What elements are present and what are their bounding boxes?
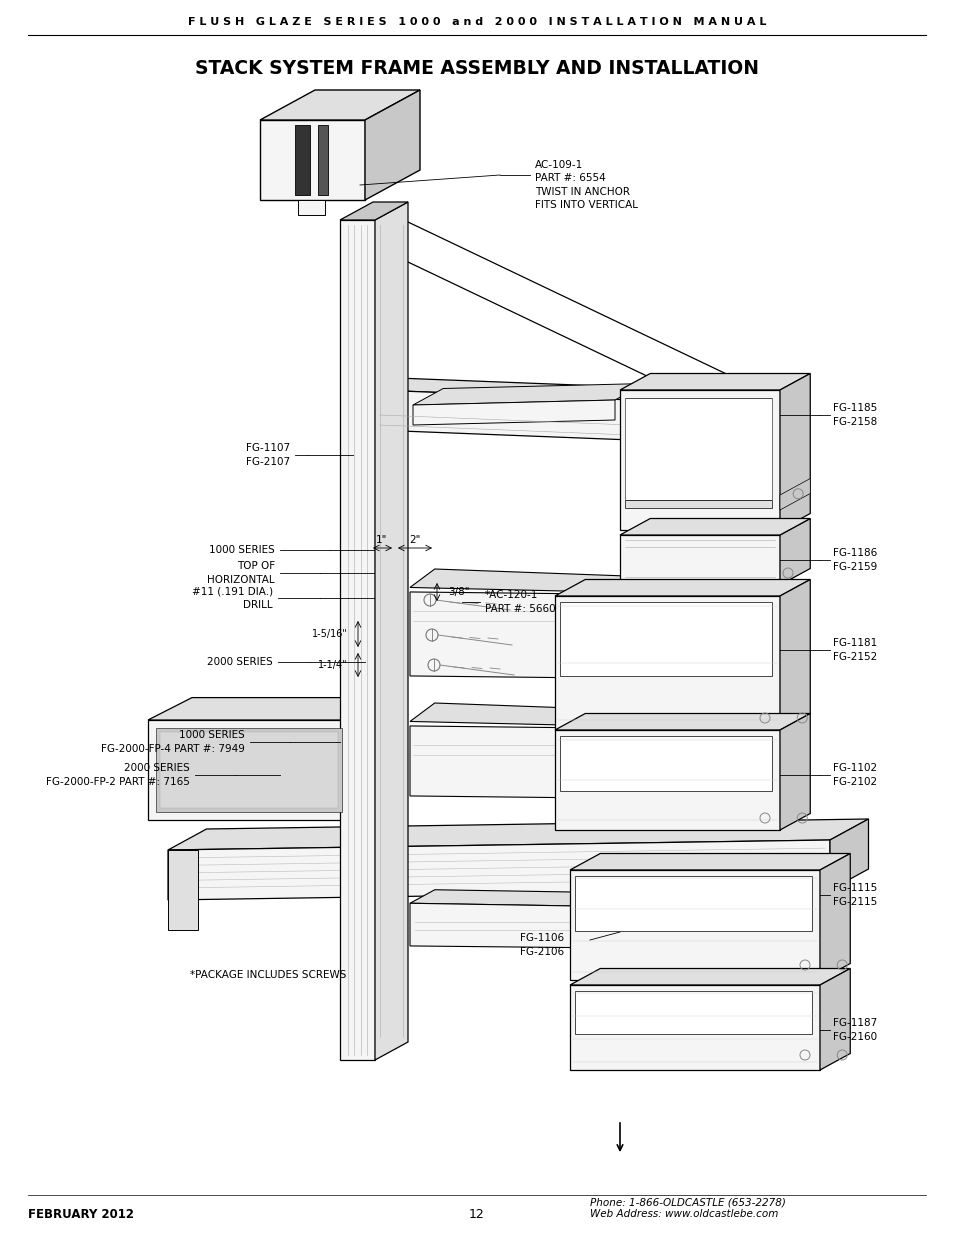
Polygon shape — [555, 714, 809, 730]
Polygon shape — [168, 850, 198, 930]
Polygon shape — [375, 203, 408, 1060]
Text: 1": 1" — [375, 535, 387, 545]
Polygon shape — [569, 853, 849, 869]
Text: 1-5/16": 1-5/16" — [312, 629, 348, 638]
Polygon shape — [780, 478, 809, 510]
Polygon shape — [829, 819, 867, 890]
Text: FG-1106
FG-2106: FG-1106 FG-2106 — [519, 934, 563, 957]
Polygon shape — [569, 968, 849, 986]
Polygon shape — [410, 569, 804, 597]
Text: FG-1107
FG-2107: FG-1107 FG-2107 — [246, 443, 290, 467]
Polygon shape — [780, 714, 809, 830]
Text: FG-1186
FG-2159: FG-1186 FG-2159 — [832, 548, 877, 572]
Text: 2": 2" — [409, 535, 420, 545]
Polygon shape — [410, 726, 780, 800]
Polygon shape — [375, 378, 781, 405]
Polygon shape — [413, 400, 615, 425]
Polygon shape — [156, 727, 341, 811]
Polygon shape — [339, 220, 375, 1060]
Polygon shape — [168, 840, 829, 900]
Polygon shape — [569, 986, 820, 1070]
Polygon shape — [410, 592, 780, 680]
Polygon shape — [350, 698, 394, 820]
Polygon shape — [410, 703, 804, 730]
Polygon shape — [555, 579, 809, 597]
Polygon shape — [160, 732, 337, 808]
Text: 12: 12 — [469, 1209, 484, 1221]
Text: *PACKAGE INCLUDES SCREWS: *PACKAGE INCLUDES SCREWS — [190, 969, 346, 981]
Polygon shape — [820, 968, 849, 1070]
Polygon shape — [260, 90, 419, 120]
Polygon shape — [569, 869, 820, 981]
Text: TOP OF
HORIZONTAL: TOP OF HORIZONTAL — [207, 562, 274, 584]
Polygon shape — [820, 853, 849, 981]
Text: 1000 SERIES
FG-2000-FP-4 PART #: 7949: 1000 SERIES FG-2000-FP-4 PART #: 7949 — [101, 730, 245, 753]
Text: FG-1181
FG-2152: FG-1181 FG-2152 — [832, 638, 877, 662]
Text: FEBRUARY 2012: FEBRUARY 2012 — [28, 1209, 133, 1221]
Polygon shape — [619, 519, 809, 535]
Text: AC-109-1
PART #: 6554
TWIST IN ANCHOR
FITS INTO VERTICAL: AC-109-1 PART #: 6554 TWIST IN ANCHOR FI… — [535, 161, 638, 210]
Text: 2000 SERIES
FG-2000-FP-2 PART #: 7165: 2000 SERIES FG-2000-FP-2 PART #: 7165 — [46, 763, 190, 787]
Polygon shape — [624, 500, 771, 508]
Text: F L U S H   G L A Z E   S E R I E S   1 0 0 0   a n d   2 0 0 0   I N S T A L L : F L U S H G L A Z E S E R I E S 1 0 0 0 … — [188, 17, 765, 27]
Polygon shape — [375, 390, 760, 445]
Polygon shape — [575, 876, 811, 931]
Polygon shape — [575, 990, 811, 1034]
Polygon shape — [559, 601, 771, 676]
Polygon shape — [148, 698, 394, 720]
Text: 3/8": 3/8" — [448, 587, 469, 597]
Text: 1-1/4": 1-1/4" — [318, 659, 348, 671]
Text: *AC-120-1
PART #: 5660: *AC-120-1 PART #: 5660 — [484, 590, 555, 614]
Text: 1000 SERIES: 1000 SERIES — [209, 545, 274, 555]
Text: STACK SYSTEM FRAME ASSEMBLY AND INSTALLATION: STACK SYSTEM FRAME ASSEMBLY AND INSTALLA… — [194, 58, 759, 78]
Polygon shape — [317, 125, 328, 195]
Polygon shape — [365, 90, 419, 200]
Polygon shape — [413, 384, 644, 405]
Text: Phone: 1-866-OLDCASTLE (653-2278)
Web Address: www.oldcastlebe.com: Phone: 1-866-OLDCASTLE (653-2278) Web Ad… — [589, 1197, 785, 1219]
Polygon shape — [780, 519, 809, 585]
Polygon shape — [619, 535, 780, 585]
Polygon shape — [624, 398, 771, 500]
Polygon shape — [780, 373, 809, 530]
Polygon shape — [339, 203, 408, 220]
Polygon shape — [619, 390, 780, 530]
Text: FG-1115
FG-2115: FG-1115 FG-2115 — [832, 883, 877, 906]
Polygon shape — [410, 889, 843, 910]
Polygon shape — [294, 125, 310, 195]
Polygon shape — [619, 373, 809, 390]
Text: FG-1102
FG-2102: FG-1102 FG-2102 — [832, 763, 876, 787]
Polygon shape — [148, 720, 350, 820]
Text: FG-1187
FG-2160: FG-1187 FG-2160 — [832, 1019, 877, 1041]
Text: 2000 SERIES: 2000 SERIES — [207, 657, 273, 667]
Text: FG-1185
FG-2158: FG-1185 FG-2158 — [832, 404, 877, 426]
Polygon shape — [168, 819, 867, 850]
Polygon shape — [559, 736, 771, 790]
Polygon shape — [555, 730, 780, 830]
Text: #11 (.191 DIA.)
DRILL: #11 (.191 DIA.) DRILL — [192, 587, 273, 610]
Polygon shape — [555, 597, 780, 730]
Polygon shape — [297, 200, 325, 215]
Polygon shape — [260, 120, 365, 200]
Polygon shape — [410, 903, 820, 950]
Polygon shape — [780, 579, 809, 730]
